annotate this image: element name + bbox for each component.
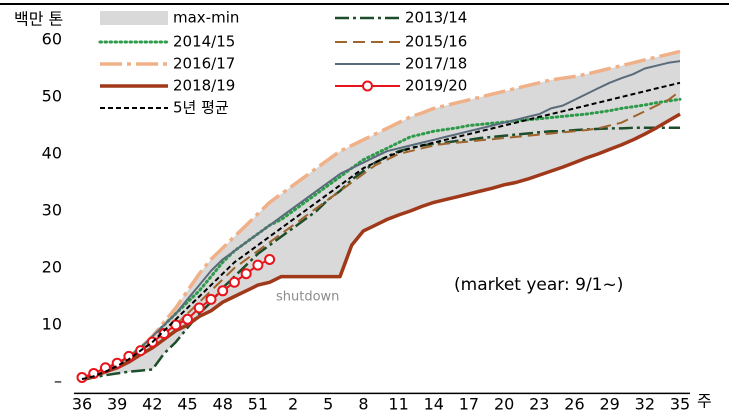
x-tick-label: 51 — [248, 395, 268, 414]
annotation: shutdown — [276, 290, 339, 305]
series-line — [81, 126, 680, 382]
x-tick-label: 35 — [670, 395, 690, 414]
series-line — [81, 90, 681, 381]
legend-label: 2015/16 — [405, 33, 467, 51]
marker — [217, 285, 229, 297]
y-tick-label: 40 — [42, 144, 62, 163]
series-line — [81, 81, 681, 381]
marker — [88, 367, 100, 379]
x-tick-label: 36 — [72, 395, 92, 414]
marker — [158, 328, 170, 340]
legend-label: 2018/19 — [173, 77, 235, 95]
x-tick-label: 20 — [494, 395, 514, 414]
legend-marker — [362, 80, 373, 92]
y-tick-label: 10 — [42, 315, 62, 334]
marker — [182, 313, 194, 325]
x-tick-label: 14 — [424, 395, 444, 414]
annotation: (market year: 9/1~) — [454, 275, 623, 295]
x-tick-label: 8 — [358, 395, 368, 414]
legend-label: 2019/20 — [405, 77, 467, 95]
y-tick-label: 60 — [42, 30, 62, 49]
legend-label: 2017/18 — [405, 55, 467, 73]
y-tick-label: 30 — [42, 201, 62, 220]
legend-swatch — [100, 11, 168, 25]
marker — [252, 259, 264, 271]
marker — [264, 253, 276, 265]
x-tick-label: 23 — [529, 395, 549, 414]
y-tick-label: 20 — [42, 258, 62, 277]
x-axis-label: 주 — [697, 392, 712, 411]
x-tick-label: 48 — [213, 395, 233, 414]
plot — [76, 49, 682, 383]
x-tick-label: 42 — [142, 395, 162, 414]
legend-label: max-min — [173, 9, 239, 27]
y-tick-label: 50 — [42, 87, 62, 106]
x-tick-label: 26 — [564, 395, 584, 414]
band — [82, 51, 680, 381]
x-tick-label: 5 — [323, 395, 333, 414]
series-line — [81, 112, 681, 381]
y-tick-label: – — [54, 372, 62, 391]
marker — [240, 268, 252, 280]
x-tick-label: 32 — [635, 395, 655, 414]
marker — [193, 302, 205, 314]
y-axis-label: 백만 톤 — [14, 10, 63, 29]
legend-label: 2013/14 — [405, 9, 467, 27]
x-tick-label: 11 — [388, 395, 408, 414]
marker — [228, 276, 240, 288]
series-line — [81, 60, 681, 381]
marker — [205, 293, 217, 305]
x-tick-label: 2 — [288, 395, 298, 414]
x-tick-label: 45 — [177, 395, 197, 414]
x-tick-label: 39 — [107, 395, 127, 414]
x-tick-label: 29 — [599, 395, 619, 414]
legend-label: 2014/15 — [173, 33, 235, 51]
x-tick-label: 17 — [459, 395, 479, 414]
legend-label: 2016/17 — [173, 55, 235, 73]
legend-label: 5년 평균 — [173, 99, 229, 117]
